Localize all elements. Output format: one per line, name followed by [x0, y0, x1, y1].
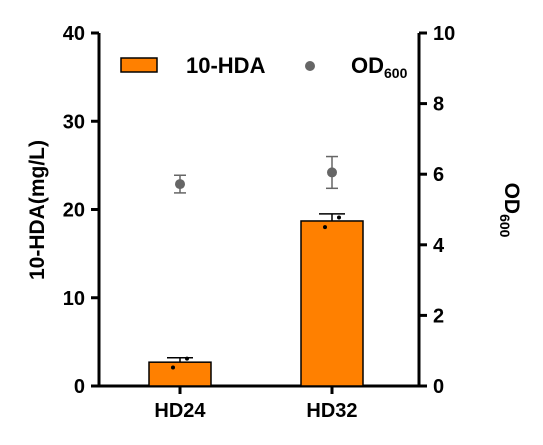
- y-left-tick-label: 30: [63, 111, 85, 133]
- bar: [148, 361, 212, 387]
- y-right-tick-label: 2: [433, 305, 444, 327]
- y-right-tick-label: 4: [433, 235, 445, 257]
- od-point: [327, 167, 337, 178]
- y-right-tick-label: 6: [433, 164, 444, 186]
- od-point: [175, 179, 185, 190]
- chart-marks: 0 10 20 30 40 0 2 4 6 8 10 HD24 HD32: [63, 23, 456, 422]
- y-right-axis-label: OD600: [497, 183, 523, 238]
- y-right-tick-label: 8: [433, 94, 444, 116]
- y-right-tick-label: 10: [433, 23, 455, 45]
- x-tick-label: HD32: [306, 400, 357, 422]
- bar: [300, 220, 364, 387]
- replicate-point: [185, 356, 189, 361]
- y-right-tick-label: 0: [433, 376, 444, 398]
- legend-label-od600-main: OD: [351, 53, 384, 78]
- legend-swatch-od600: [305, 61, 315, 71]
- y-left-tick-label: 10: [63, 288, 85, 310]
- legend-swatch-10hda: [120, 57, 158, 73]
- replicate-point: [323, 225, 327, 230]
- y-right-axis-label-main: OD: [500, 183, 523, 215]
- y-right-axis-label-subscript: 600: [497, 214, 513, 238]
- replicate-point: [171, 365, 175, 370]
- y-left-tick-label: 40: [63, 23, 85, 45]
- y-left-axis-label: 10-HDA(mg/L): [26, 140, 49, 280]
- legend-label-od600-subscript: 600: [384, 65, 408, 81]
- replicate-point: [337, 215, 341, 220]
- legend-label-od600: OD600: [351, 53, 408, 81]
- legend-label-10hda: 10-HDA: [186, 53, 266, 78]
- legend: 10-HDA OD600: [120, 53, 408, 81]
- y-left-tick-label: 20: [63, 200, 85, 222]
- y-left-tick-label: 0: [74, 376, 85, 398]
- x-tick-label: HD24: [154, 400, 206, 422]
